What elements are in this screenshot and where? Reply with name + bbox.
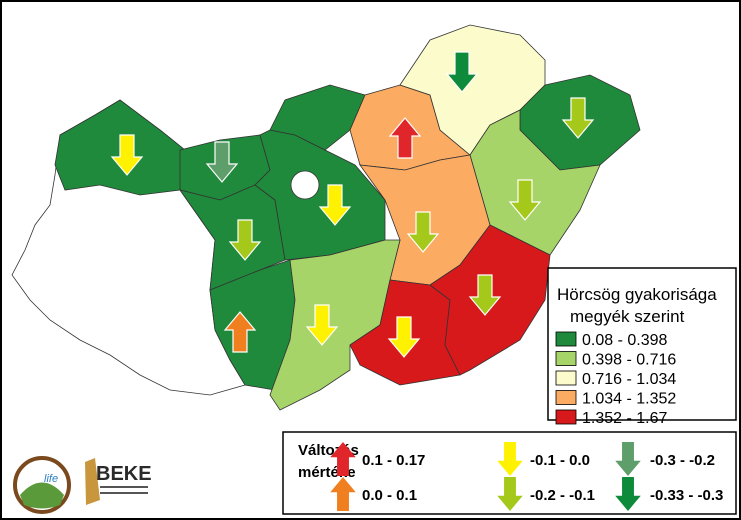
change-arrow [110, 134, 144, 176]
legend-swatch [555, 390, 577, 405]
change-arrow [406, 211, 440, 253]
logo-beke-shape [85, 458, 100, 505]
legend-arrow [330, 477, 356, 511]
change-arrow [318, 184, 352, 226]
legend-arrow [330, 442, 356, 476]
change-arrow [223, 311, 257, 353]
legend-title: Hörcsög gyakorisága [557, 285, 717, 304]
legend-label: 1.034 - 1.352 [582, 391, 676, 408]
change-legend-label: -0.3 - -0.2 [650, 452, 715, 469]
legend-arrow [615, 477, 641, 511]
legend-arrow [615, 442, 641, 476]
legend-label: 0.398 - 0.716 [582, 352, 676, 369]
change-arrow [387, 316, 421, 358]
change-arrow [468, 274, 502, 316]
change-legend-label: 0.0 - 0.1 [362, 487, 417, 504]
legend-label: 0.716 - 1.034 [582, 371, 676, 388]
logo-life-text: life [44, 473, 58, 485]
change-arrow [445, 51, 479, 93]
legend-swatch [555, 409, 577, 425]
change-arrow [205, 141, 239, 183]
change-arrow [508, 179, 542, 221]
logo-beke-text: BEKE [96, 463, 152, 485]
change-arrow [305, 304, 339, 346]
legend-swatch [555, 331, 577, 347]
logo-beke-line [100, 486, 148, 488]
change-arrow [388, 117, 422, 159]
change-legend-label: -0.33 - -0.3 [650, 487, 723, 504]
county [269, 239, 401, 411]
change-legend-label: -0.2 - -0.1 [530, 487, 595, 504]
change-legend-label: -0.1 - 0.0 [530, 452, 590, 469]
change-arrow [228, 219, 262, 261]
legend-label: 1.352 - 1.67 [582, 410, 668, 427]
budapest [290, 170, 320, 200]
legend-box [547, 267, 737, 421]
logo-life-shape [20, 482, 64, 509]
change-arrow [561, 97, 595, 139]
legend-swatch [555, 351, 577, 366]
legend-label: 0.08 - 0.398 [582, 332, 668, 349]
logo-beke-line [100, 492, 148, 494]
change-legend-label: 0.1 - 0.17 [362, 452, 425, 469]
legend-title: megyék szerint [570, 307, 685, 326]
legend-arrow [497, 442, 523, 476]
legend-arrow [497, 477, 523, 511]
legend-swatch [555, 370, 577, 386]
